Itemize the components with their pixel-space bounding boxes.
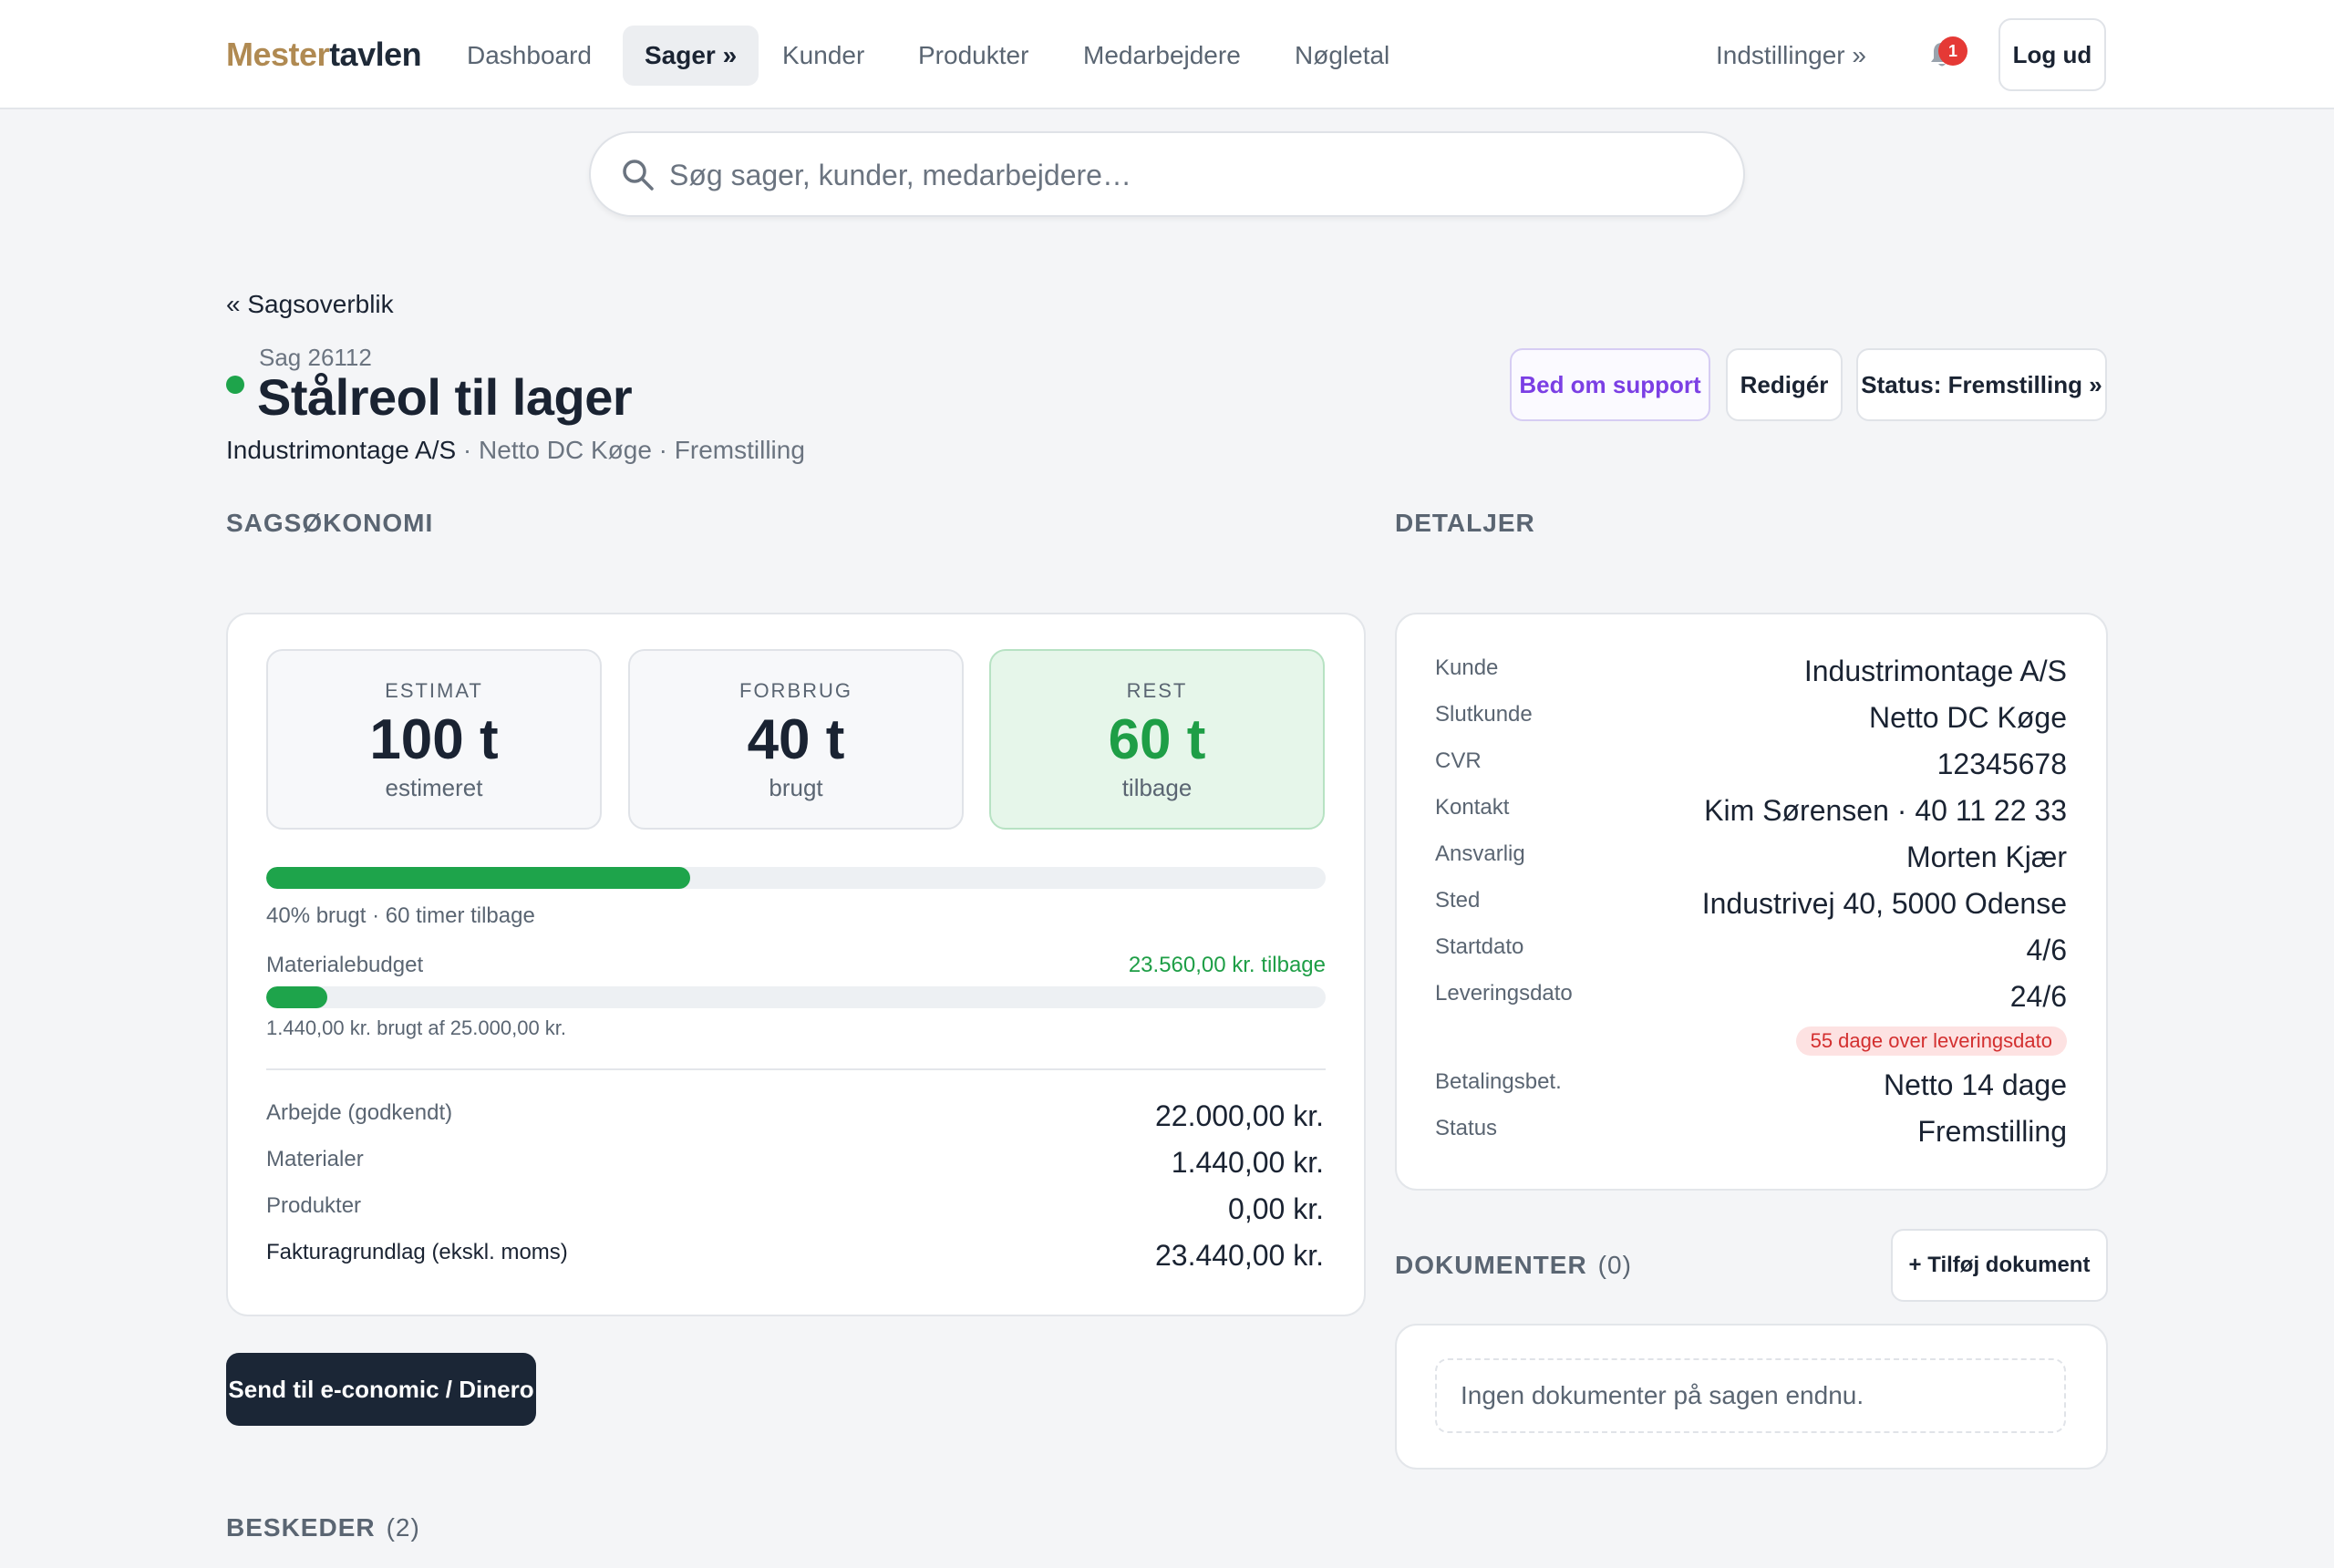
- detail-label-slutkunde: Slutkunde: [1435, 702, 1533, 727]
- detail-label-leveringsdato: Leveringsdato: [1435, 981, 1573, 1006]
- detail-label-ansvarlig: Ansvarlig: [1435, 841, 1525, 866]
- row-value-materialer: 1.440,00 kr.: [1171, 1146, 1324, 1179]
- detail-label-betalingsbet: Betalingsbet.: [1435, 1069, 1562, 1094]
- row-value-produkter: 0,00 kr.: [1228, 1192, 1324, 1225]
- material-progress-bar: [266, 986, 1326, 1008]
- detail-value-leveringsdato: 24/6: [2009, 980, 2067, 1013]
- row-label-fakturagrundlag: Fakturagrundlag (ekskl. moms): [266, 1240, 568, 1264]
- detail-value-sted: Industrivej 40, 5000 Odense: [1701, 887, 2067, 920]
- material-progress-text: 1.440,00 kr. brugt af 25.000,00 kr.: [266, 1016, 567, 1039]
- detail-value-startdato: 4/6: [2026, 934, 2067, 966]
- nav-indstillinger[interactable]: Indstillinger »: [1716, 41, 1866, 69]
- nav-kunder[interactable]: Kunder: [782, 41, 865, 69]
- send-to-accounting-button[interactable]: Send til e-conomic / Dinero: [226, 1353, 536, 1426]
- detail-value-kontakt: Kim Sørensen · 40 11 22 33: [1704, 794, 2067, 827]
- page-title: Stålreol til lager: [257, 368, 633, 426]
- status-dot: [226, 376, 244, 394]
- material-remaining: 23.560,00 kr. tilbage: [1128, 953, 1326, 977]
- detail-value-cvr: 12345678: [1936, 748, 2067, 780]
- add-document-button[interactable]: + Tilføj dokument: [1891, 1229, 2108, 1302]
- documents-empty-state: Ingen dokumenter på sagen endnu.: [1435, 1358, 2066, 1433]
- messages-count: (2): [386, 1513, 420, 1542]
- detail-label-sted: Sted: [1435, 888, 1481, 913]
- hours-progress-fill: [266, 867, 690, 889]
- detail-label-cvr: CVR: [1435, 748, 1482, 773]
- edit-button[interactable]: Redigér: [1726, 348, 1843, 421]
- stat-estimate: ESTIMAT 100 t estimeret: [266, 649, 602, 830]
- case-customer[interactable]: Industrimontage A/S: [226, 436, 457, 464]
- material-budget-label: Materialebudget: [266, 953, 424, 977]
- row-label-produkter: Produkter: [266, 1193, 362, 1218]
- app-logo[interactable]: Mestertavlen: [226, 36, 422, 73]
- top-navbar: Mestertavlen Dashboard Sager » Kunder Pr…: [0, 0, 2334, 109]
- search-icon: [623, 160, 654, 191]
- detail-value-status: Fremstilling: [1917, 1115, 2067, 1148]
- back-link[interactable]: « Sagsoverblik: [226, 290, 394, 318]
- logout-button[interactable]: Log ud: [1998, 18, 2106, 91]
- economy-heading: SAGSØKONOMI: [226, 509, 434, 537]
- hours-progress-text: 40% brugt · 60 timer tilbage: [266, 903, 535, 928]
- stat-usage: FORBRUG 40 t brugt: [628, 649, 964, 830]
- detail-value-kunde: Industrimontage A/S: [1803, 655, 2067, 687]
- case-number: Sag 26112: [259, 344, 372, 371]
- row-value-fakturagrundlag: 23.440,00 kr.: [1154, 1239, 1324, 1272]
- details-heading: DETALJER: [1395, 509, 1535, 537]
- case-subtitle: Industrimontage A/S · Netto DC Køge · Fr…: [226, 436, 805, 464]
- documents-heading: DOKUMENTER (0): [1395, 1251, 1632, 1279]
- notification-badge: 1: [1938, 36, 1967, 66]
- detail-value-ansvarlig: Morten Kjær: [1905, 841, 2067, 873]
- detail-label-status: Status: [1435, 1116, 1498, 1140]
- row-label-arbejde: Arbejde (godkendt): [266, 1100, 453, 1125]
- hours-progress-bar: [266, 867, 1326, 889]
- material-progress-fill: [266, 986, 327, 1008]
- nav-produkter[interactable]: Produkter: [918, 41, 1029, 69]
- stat-remaining: REST 60 t tilbage: [989, 649, 1325, 830]
- messages-heading: BESKEDER (2): [226, 1513, 420, 1542]
- nav-dashboard[interactable]: Dashboard: [467, 41, 592, 69]
- search-input[interactable]: Søg sager, kunder, medarbejdere…: [589, 131, 1745, 217]
- detail-label-startdato: Startdato: [1435, 934, 1524, 959]
- nav-medarbejdere[interactable]: Medarbejdere: [1083, 41, 1241, 69]
- row-value-arbejde: 22.000,00 kr.: [1154, 1099, 1324, 1132]
- overdue-badge: 55 dage over leveringsdato: [1795, 1026, 2067, 1056]
- row-label-materialer: Materialer: [266, 1147, 364, 1171]
- details-card: [1395, 613, 2108, 1191]
- nav-sager[interactable]: Sager »: [623, 26, 759, 86]
- support-button[interactable]: Bed om support: [1510, 348, 1710, 421]
- documents-card: [1395, 1324, 2108, 1470]
- nav-noegletal[interactable]: Nøgletal: [1295, 41, 1390, 69]
- search-placeholder: Søg sager, kunder, medarbejdere…: [669, 159, 1131, 191]
- detail-value-slutkunde: Netto DC Køge: [1869, 701, 2067, 734]
- detail-value-betalingsbet: Netto 14 dage: [1883, 1068, 2067, 1101]
- detail-label-kontakt: Kontakt: [1435, 795, 1510, 820]
- status-button[interactable]: Status: Fremstilling »: [1856, 348, 2107, 421]
- divider: [266, 1068, 1326, 1070]
- detail-label-kunde: Kunde: [1435, 655, 1499, 680]
- documents-count: (0): [1597, 1251, 1632, 1279]
